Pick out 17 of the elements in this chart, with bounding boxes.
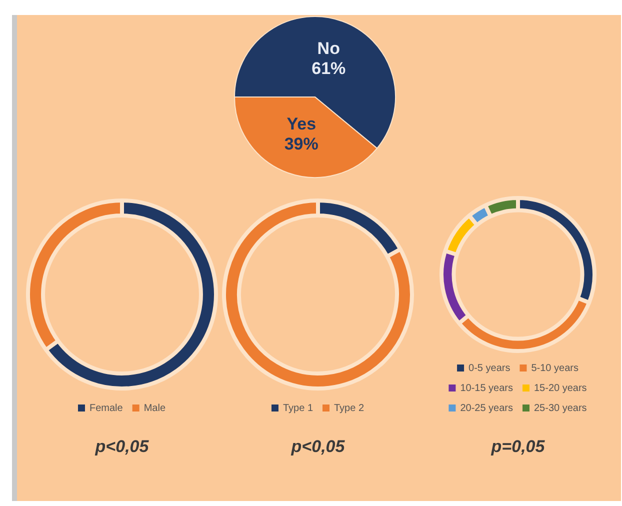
slice-label: No [317, 38, 340, 58]
text: p<0,05 [290, 437, 346, 457]
legend-label: 10-15 years [460, 382, 514, 394]
legend-label: 0-5 years [468, 362, 510, 374]
legend-label: 5-10 years [531, 362, 578, 374]
legend-label: Type 2 [334, 402, 364, 414]
text: p<0,05 [94, 437, 150, 457]
slice-label: Yes [286, 114, 316, 134]
text: p=0,05 [490, 437, 546, 457]
legend-label: Female [89, 402, 124, 414]
legend-label: 25-30 years [534, 402, 587, 414]
data-label: 39% [284, 134, 318, 154]
data-label: 61% [312, 58, 346, 78]
legend-label: 15-20 years [534, 382, 587, 394]
legend-label: Type 1 [282, 402, 314, 414]
legend-label: Male [144, 402, 166, 414]
legend-label: 20-25 years [460, 402, 514, 414]
